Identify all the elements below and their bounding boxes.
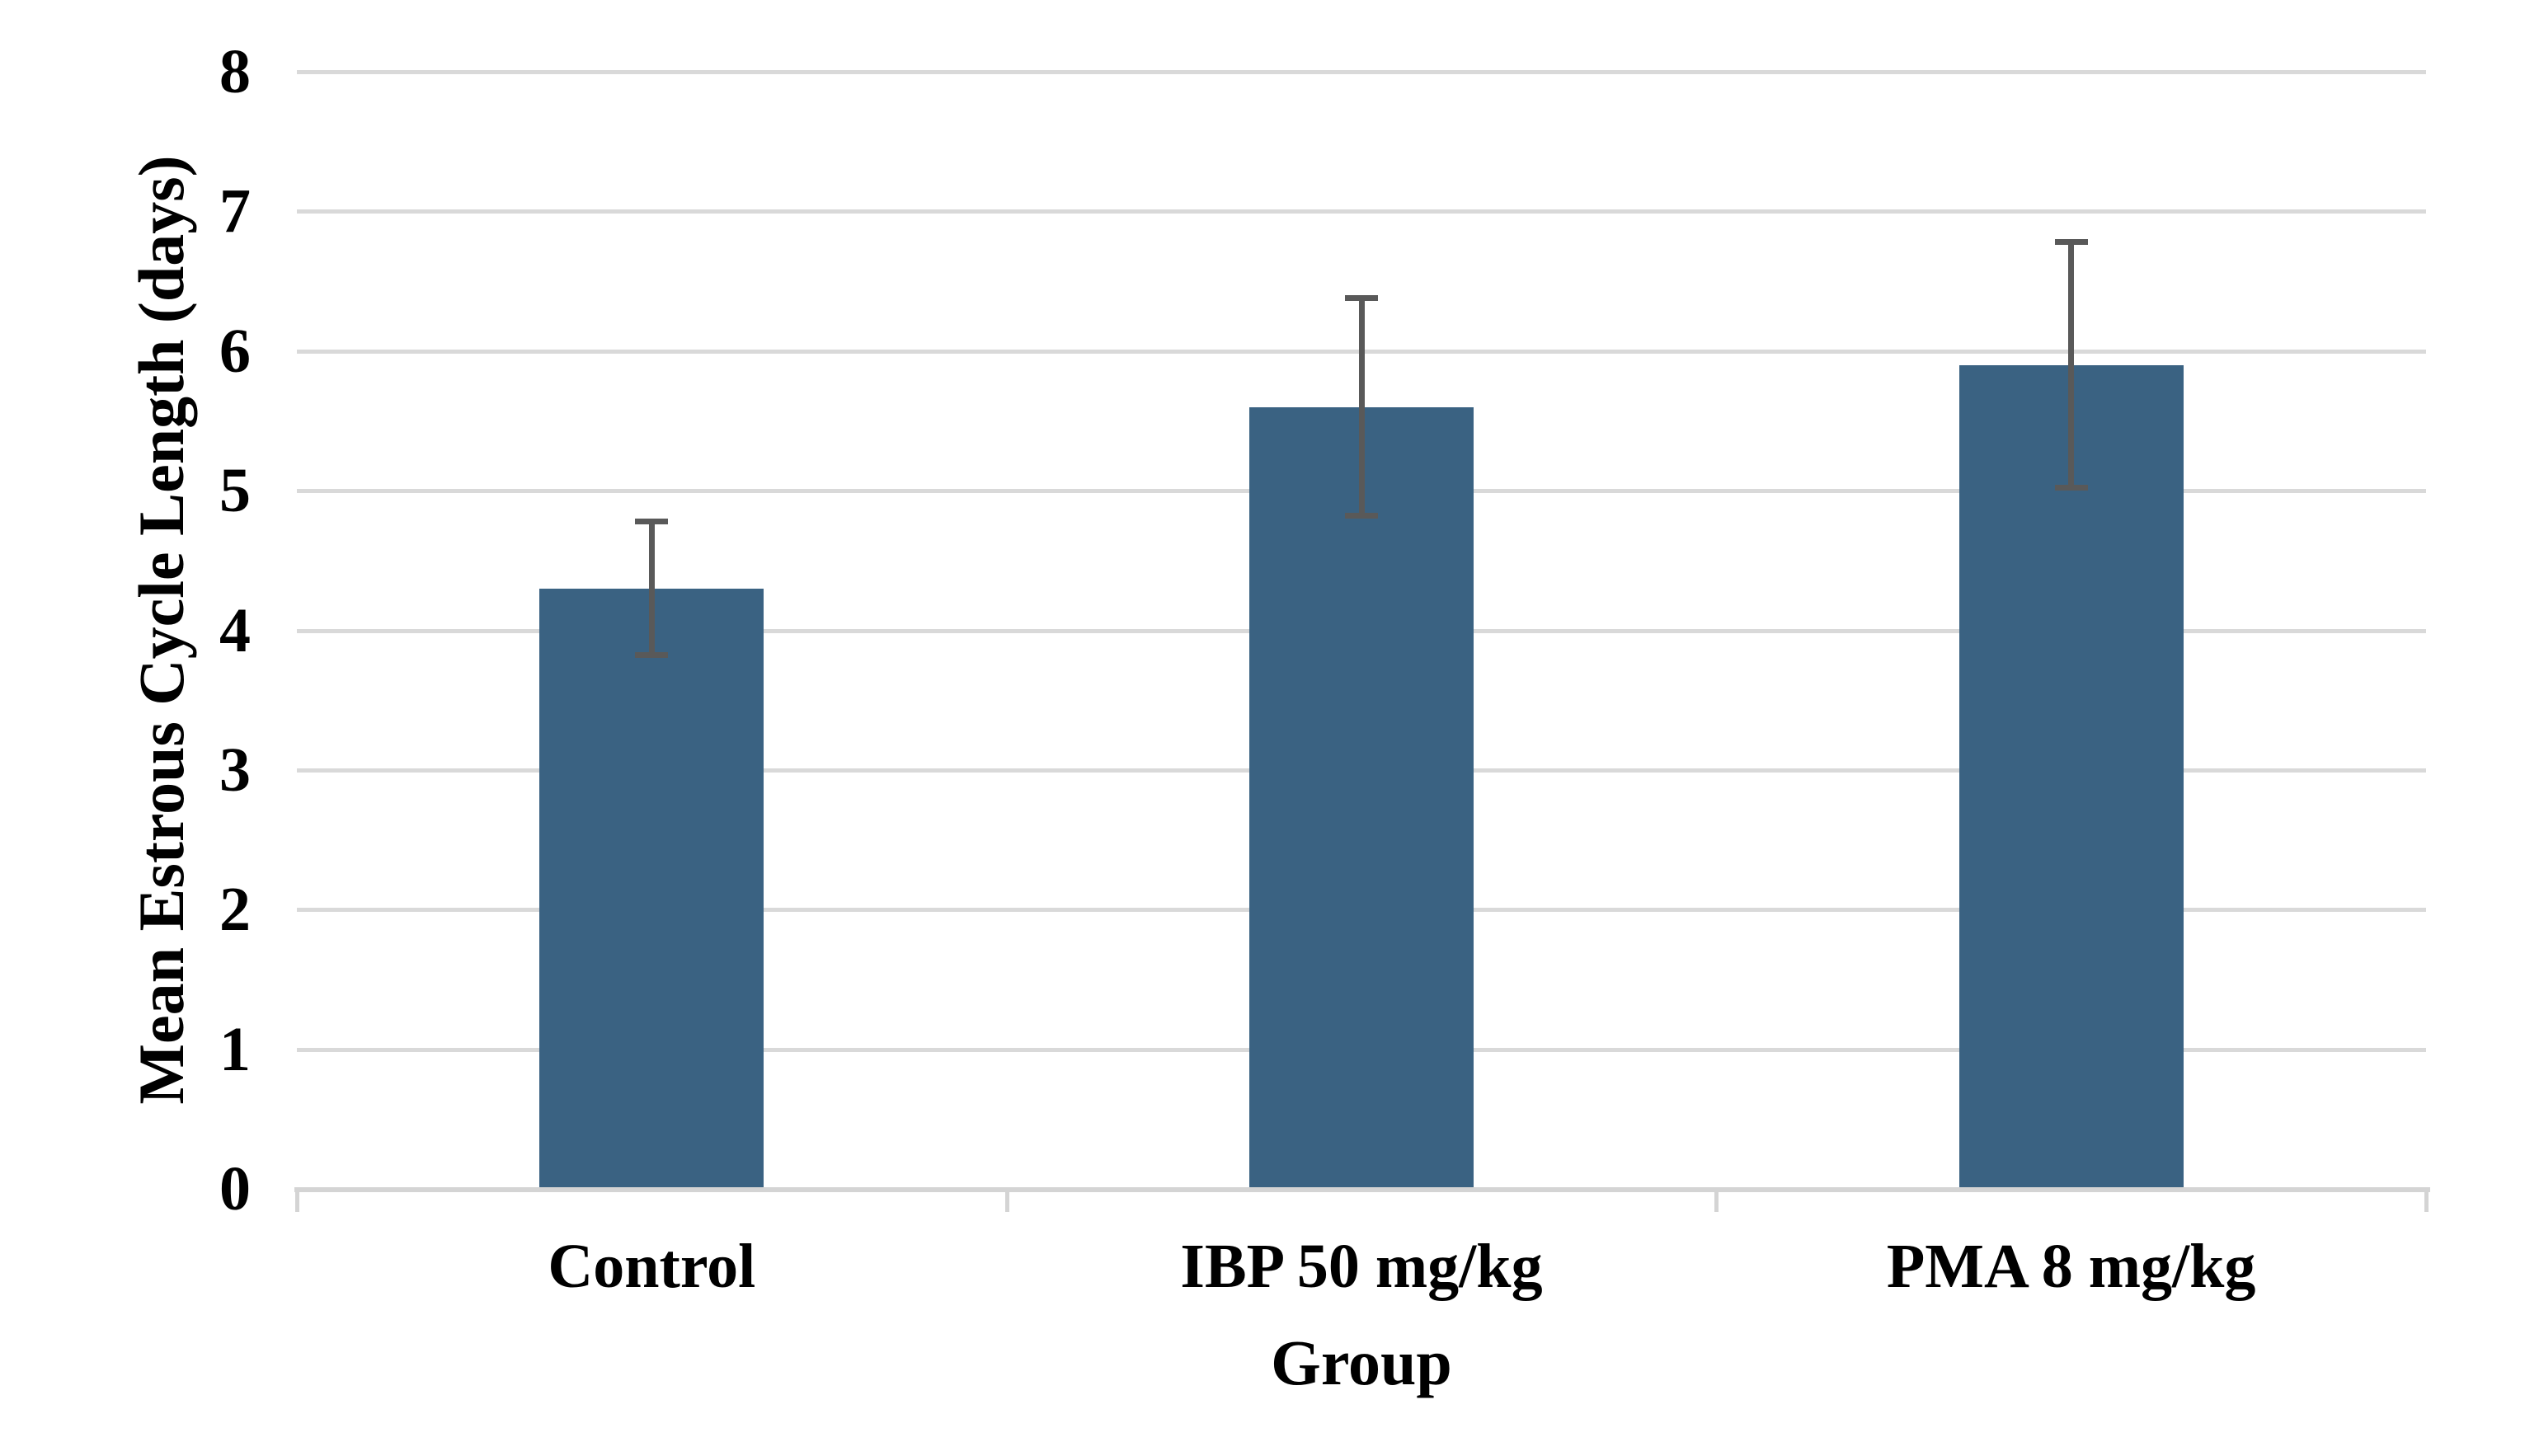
y-tick-label-8: 8	[219, 37, 251, 106]
y-tick-label-4: 4	[219, 595, 251, 665]
x-category-label-2: IBP 50 mg/kg	[1180, 1232, 1543, 1301]
y-tick-label-1: 1	[219, 1014, 251, 1084]
x-axis-line	[294, 1187, 2430, 1192]
x-axis-tick	[1714, 1192, 1719, 1212]
x-category-label-3: PMA 8 mg/kg	[1886, 1232, 2256, 1301]
error-bar-line	[2068, 239, 2075, 491]
error-bar-cap-bottom	[1345, 513, 1378, 519]
error-bar-line	[1358, 295, 1365, 519]
y-tick-label-0: 0	[219, 1154, 251, 1224]
error-bar-cap-bottom	[2054, 485, 2088, 491]
x-axis-tick	[295, 1192, 299, 1212]
gridline-y-7	[297, 209, 2426, 214]
y-tick-label-7: 7	[219, 176, 251, 247]
error-bar-cap-top	[1345, 295, 1378, 301]
error-bar-cap-top	[635, 519, 669, 524]
x-axis-title: Group	[1271, 1327, 1452, 1398]
x-axis-tick	[1004, 1192, 1009, 1212]
x-category-label-1: Control	[548, 1232, 756, 1301]
y-tick-label-3: 3	[219, 735, 251, 805]
y-tick-label-6: 6	[219, 316, 251, 386]
bar-pma-8-mg-kg	[1958, 364, 2184, 1189]
bar-control	[539, 588, 764, 1189]
y-tick-label-5: 5	[219, 456, 251, 526]
bar-ibp-50-mg-kg	[1249, 406, 1474, 1189]
x-axis-tick	[2424, 1192, 2429, 1212]
y-tick-label-2: 2	[219, 875, 251, 945]
error-bar-cap-bottom	[635, 652, 669, 659]
plot-area	[297, 70, 2426, 1189]
error-bar-cap-top	[2054, 239, 2088, 246]
error-bar-line	[648, 519, 655, 659]
gridline-y-8	[297, 70, 2426, 74]
